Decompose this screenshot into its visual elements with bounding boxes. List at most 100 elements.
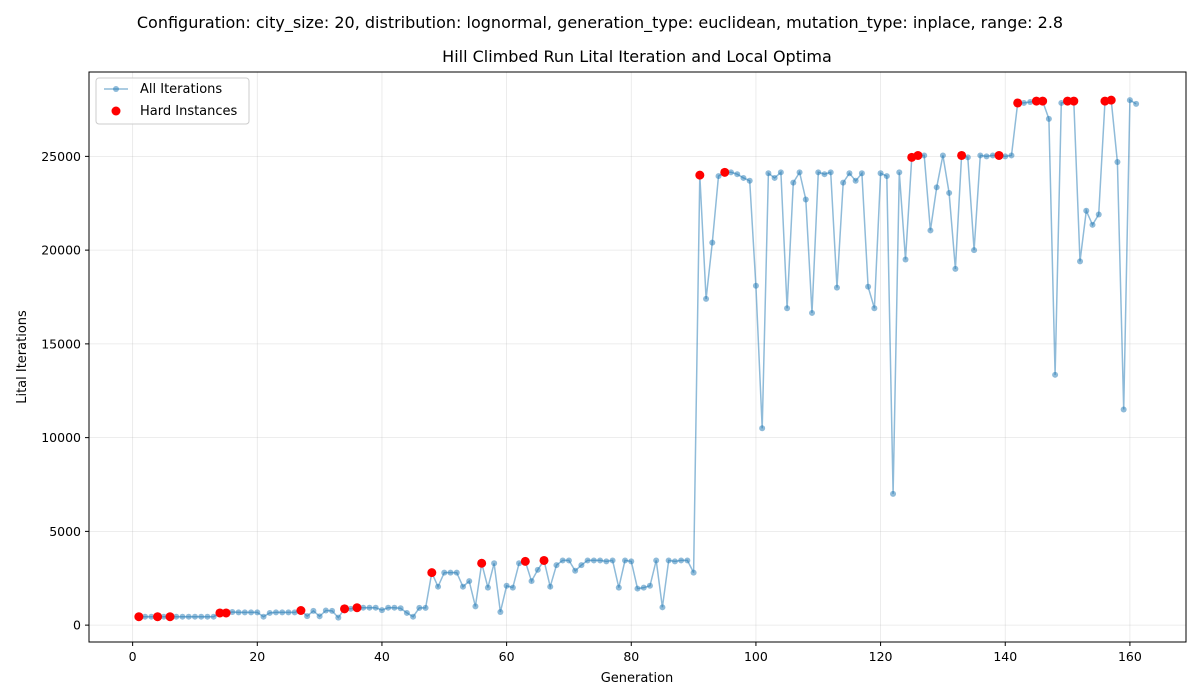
all-iterations-point bbox=[802, 196, 809, 203]
all-iterations-point bbox=[784, 305, 791, 312]
all-iterations-point bbox=[503, 582, 510, 589]
all-iterations-point bbox=[497, 609, 504, 615]
hard-instance-point bbox=[221, 608, 231, 618]
all-iterations-point bbox=[148, 613, 155, 620]
all-iterations-point bbox=[210, 613, 217, 620]
all-iterations-point bbox=[815, 169, 822, 176]
all-iterations-point bbox=[185, 613, 192, 620]
all-iterations-point bbox=[964, 154, 971, 161]
all-iterations-point bbox=[391, 604, 398, 611]
all-iterations-point bbox=[765, 170, 772, 177]
all-iterations-point bbox=[1002, 153, 1009, 160]
all-iterations-point bbox=[565, 557, 572, 564]
all-iterations-point bbox=[335, 614, 342, 621]
all-iterations-point bbox=[484, 584, 491, 591]
hard-instance-point bbox=[720, 167, 730, 177]
all-iterations-point bbox=[846, 170, 853, 177]
all-iterations-point bbox=[796, 169, 803, 176]
all-iterations-point bbox=[833, 284, 840, 291]
x-tick-label: 160 bbox=[1118, 649, 1142, 664]
all-iterations-point bbox=[422, 604, 429, 611]
all-iterations-point bbox=[528, 578, 535, 585]
hard-instance-point bbox=[1013, 98, 1023, 108]
all-iterations-point bbox=[1027, 99, 1034, 105]
all-iterations-point bbox=[777, 169, 784, 176]
all-iterations-point bbox=[441, 569, 448, 576]
all-iterations-point bbox=[1089, 221, 1096, 228]
all-iterations-point bbox=[447, 569, 454, 576]
x-tick-label: 0 bbox=[129, 649, 137, 664]
all-iterations-point bbox=[597, 557, 604, 564]
all-iterations-point bbox=[235, 609, 242, 616]
all-iterations-point bbox=[1052, 371, 1059, 378]
all-iterations-point bbox=[241, 609, 248, 616]
x-tick-label: 40 bbox=[374, 649, 390, 664]
all-iterations-point bbox=[316, 613, 323, 620]
hard-instance-point bbox=[1031, 96, 1041, 106]
all-iterations-point bbox=[385, 604, 392, 611]
all-iterations-point bbox=[459, 583, 466, 590]
all-iterations-point bbox=[790, 179, 797, 186]
hard-instance-point bbox=[1106, 95, 1116, 105]
all-iterations-point bbox=[865, 283, 872, 290]
all-iterations-point bbox=[746, 177, 753, 184]
all-iterations-point bbox=[509, 584, 516, 591]
all-iterations-point bbox=[622, 557, 629, 564]
all-iterations-point bbox=[329, 607, 336, 614]
suptitle: Configuration: city_size: 20, distributi… bbox=[137, 13, 1063, 33]
all-iterations-point bbox=[927, 227, 934, 234]
all-iterations-point bbox=[266, 609, 273, 616]
all-iterations-point bbox=[939, 152, 946, 159]
all-iterations-point bbox=[378, 607, 385, 614]
hard-instance-point bbox=[153, 612, 163, 622]
all-iterations-point bbox=[877, 170, 884, 177]
x-tick-label: 80 bbox=[623, 649, 639, 664]
all-iterations-point bbox=[983, 153, 990, 160]
all-iterations-point bbox=[410, 613, 417, 620]
x-tick-label: 120 bbox=[869, 649, 893, 664]
all-iterations-point bbox=[715, 173, 722, 180]
x-axis-label: Generation bbox=[601, 671, 674, 686]
hard-instance-point bbox=[539, 555, 549, 565]
hard-instance-point bbox=[296, 606, 306, 615]
all-iterations-point bbox=[191, 613, 198, 620]
all-iterations-point bbox=[229, 609, 236, 615]
all-iterations-point bbox=[472, 603, 479, 610]
all-iterations-point bbox=[659, 604, 666, 611]
hard-instance-point bbox=[134, 612, 144, 622]
all-iterations-point bbox=[322, 607, 329, 614]
hard-instance-point bbox=[994, 150, 1004, 160]
all-iterations-point bbox=[933, 184, 940, 191]
all-iterations-point bbox=[1114, 159, 1121, 165]
x-tick-label: 60 bbox=[499, 649, 515, 664]
all-iterations-point bbox=[578, 562, 585, 569]
all-iterations-point bbox=[1126, 97, 1133, 104]
grid-layer bbox=[89, 72, 1186, 642]
all-iterations-point bbox=[254, 609, 261, 616]
all-iterations-point bbox=[883, 173, 890, 180]
tick-layer: 0 20 40 60 80 100 120 140 160 0 5000 10000 15000 2000… bbox=[41, 149, 1142, 664]
all-iterations-point bbox=[142, 613, 149, 620]
all-iterations-point bbox=[1008, 152, 1015, 159]
all-iterations-point bbox=[1077, 258, 1084, 265]
all-iterations-point bbox=[858, 170, 865, 177]
all-iterations-point bbox=[690, 569, 697, 576]
all-iterations-point bbox=[372, 604, 379, 611]
all-iterations-point bbox=[559, 557, 566, 564]
all-iterations-point bbox=[827, 169, 834, 176]
hard-instance-point bbox=[520, 556, 530, 566]
x-tick-label: 140 bbox=[993, 649, 1017, 664]
all-iterations-point bbox=[397, 605, 404, 612]
all-iterations-point bbox=[366, 604, 373, 611]
y-tick-label: 25000 bbox=[41, 149, 81, 164]
all-iterations-point bbox=[572, 567, 579, 574]
hard-instance-point bbox=[427, 568, 437, 578]
all-iterations-point bbox=[279, 609, 286, 616]
all-iterations-point bbox=[160, 613, 167, 620]
all-iterations-point bbox=[646, 582, 653, 589]
legend: All Iterations Hard Instances bbox=[95, 77, 250, 125]
all-iterations-point bbox=[1133, 100, 1140, 107]
all-iterations-point bbox=[971, 247, 978, 254]
all-iterations-point bbox=[671, 558, 678, 565]
